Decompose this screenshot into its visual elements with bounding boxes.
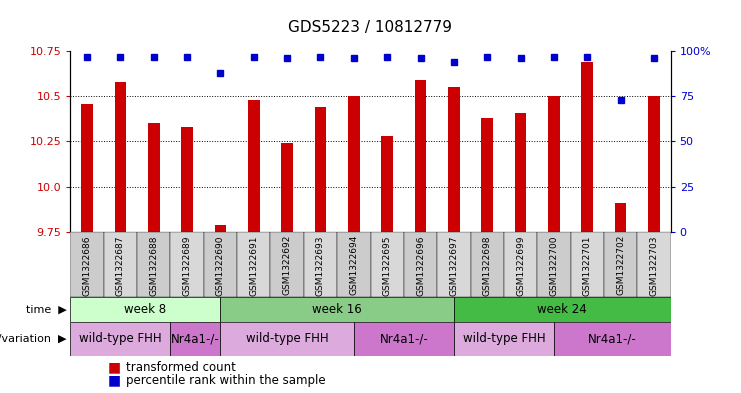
Text: GSM1322697: GSM1322697 (449, 235, 459, 296)
Bar (453, 322, 554, 356)
Bar (137, 232, 170, 297)
Bar (582, 62, 593, 232)
Bar (282, 143, 293, 232)
Bar (482, 118, 493, 232)
Text: GSM1322699: GSM1322699 (516, 235, 525, 296)
Text: GSM1322687: GSM1322687 (116, 235, 125, 296)
Bar (170, 232, 204, 297)
Bar (437, 232, 471, 297)
Text: Nr4a1-/-: Nr4a1-/- (379, 332, 428, 345)
Bar (615, 203, 626, 232)
Bar (370, 232, 404, 297)
Bar (82, 103, 93, 232)
Bar (204, 232, 237, 297)
Bar (215, 225, 226, 232)
Bar (337, 232, 370, 297)
Bar (182, 127, 193, 232)
Text: GDS5223 / 10812779: GDS5223 / 10812779 (288, 20, 453, 35)
Bar (515, 112, 526, 232)
Text: time  ▶: time ▶ (26, 305, 67, 314)
Bar (221, 297, 453, 322)
Bar (248, 100, 259, 232)
Bar (471, 232, 504, 297)
Text: transformed count: transformed count (126, 361, 236, 374)
Text: wild-type FHH: wild-type FHH (79, 332, 162, 345)
Bar (104, 232, 137, 297)
Text: week 8: week 8 (124, 303, 167, 316)
Bar (115, 82, 126, 232)
Text: wild-type FHH: wild-type FHH (246, 332, 328, 345)
Bar (270, 232, 304, 297)
Bar (554, 322, 671, 356)
Bar (504, 232, 537, 297)
Bar (170, 322, 221, 356)
Bar (604, 232, 637, 297)
Bar (548, 96, 559, 232)
Bar (537, 232, 571, 297)
Text: percentile rank within the sample: percentile rank within the sample (126, 374, 325, 387)
Text: GSM1322702: GSM1322702 (616, 235, 625, 296)
Text: wild-type FHH: wild-type FHH (462, 332, 545, 345)
Bar (382, 136, 393, 232)
Bar (571, 232, 604, 297)
Text: ■: ■ (107, 360, 121, 375)
Bar (415, 80, 426, 232)
Text: GSM1322692: GSM1322692 (282, 235, 292, 296)
Bar (315, 107, 326, 232)
Bar (404, 232, 437, 297)
Text: GSM1322695: GSM1322695 (382, 235, 392, 296)
Text: GSM1322703: GSM1322703 (649, 235, 659, 296)
Text: Nr4a1-/-: Nr4a1-/- (171, 332, 220, 345)
Text: ■: ■ (107, 374, 121, 388)
Text: GSM1322700: GSM1322700 (549, 235, 559, 296)
Text: GSM1322690: GSM1322690 (216, 235, 225, 296)
Text: GSM1322693: GSM1322693 (316, 235, 325, 296)
Bar (354, 322, 453, 356)
Text: GSM1322688: GSM1322688 (149, 235, 159, 296)
Text: GSM1322689: GSM1322689 (182, 235, 192, 296)
Text: GSM1322696: GSM1322696 (416, 235, 425, 296)
Bar (70, 297, 221, 322)
Bar (448, 87, 459, 232)
Text: GSM1322694: GSM1322694 (349, 235, 359, 296)
Bar (70, 322, 170, 356)
Text: GSM1322701: GSM1322701 (582, 235, 592, 296)
Bar (348, 96, 359, 232)
Text: genotype/variation  ▶: genotype/variation ▶ (0, 334, 67, 344)
Text: GSM1322686: GSM1322686 (82, 235, 92, 296)
Bar (453, 297, 671, 322)
Bar (637, 232, 671, 297)
Bar (304, 232, 337, 297)
Text: week 16: week 16 (312, 303, 362, 316)
Text: week 24: week 24 (537, 303, 587, 316)
Bar (221, 322, 354, 356)
Text: GSM1322698: GSM1322698 (482, 235, 492, 296)
Bar (648, 96, 659, 232)
Bar (70, 232, 104, 297)
Text: Nr4a1-/-: Nr4a1-/- (588, 332, 637, 345)
Text: GSM1322691: GSM1322691 (249, 235, 259, 296)
Bar (148, 123, 159, 232)
Bar (237, 232, 270, 297)
